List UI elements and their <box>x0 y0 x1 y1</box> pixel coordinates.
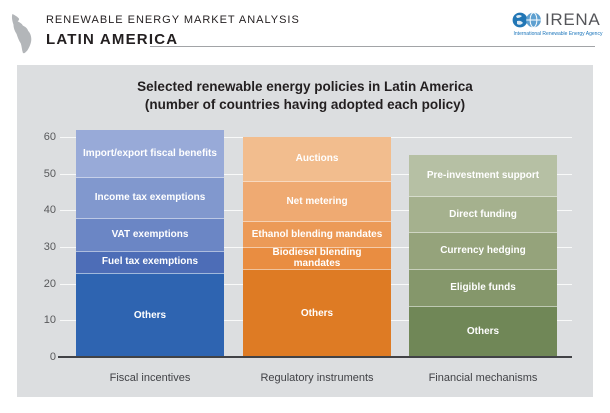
bar-segment: Direct funding <box>409 195 557 233</box>
y-tick-label: 10 <box>43 314 56 327</box>
x-category-label: Regulatory instruments <box>260 372 374 384</box>
bar-fiscal-incentives: Import/export fiscal benefits Income tax … <box>76 129 224 357</box>
irena-tagline: International Renewable Energy Agency <box>513 31 603 37</box>
bar-segment-label: Ethanol blending mandates <box>251 228 383 240</box>
bar-segment: Currency hedging <box>409 232 557 269</box>
y-tick-label: 30 <box>43 240 56 253</box>
y-tick-label: 40 <box>43 204 56 217</box>
chart-title: Selected renewable energy policies in La… <box>17 78 593 114</box>
report-region-title: LATIN AMERICA <box>46 31 179 48</box>
irena-wordmark: IRENA <box>545 10 601 29</box>
bar-segment: Fuel tax exemptions <box>76 250 224 273</box>
bar-segment: Auctions <box>243 136 391 181</box>
bar-segment: Ethanol blending mandates <box>243 221 391 247</box>
bar-segment-label: Income tax exemptions <box>94 192 206 204</box>
bar-segment-label: Direct funding <box>449 208 517 220</box>
bar-segment: Pre-investment support <box>409 155 557 196</box>
y-tick-label: 60 <box>43 130 56 143</box>
y-tick-label: 20 <box>43 277 56 290</box>
bar-segment-label: Currency hedging <box>440 245 526 257</box>
bar-segment-label: Auctions <box>295 153 339 165</box>
bar-segment-label: Others <box>133 309 167 321</box>
bar-segment-label: VAT exemptions <box>111 228 189 240</box>
bar-segment: Net metering <box>243 180 391 222</box>
bar-segment-label: Fuel tax exemptions <box>101 256 199 268</box>
bar-segment: Eligible funds <box>409 268 557 306</box>
y-tick-label: 0 <box>49 351 56 363</box>
bar-segment-label: Others <box>466 326 500 338</box>
header-divider <box>150 46 595 47</box>
y-tick-label: 50 <box>43 167 56 180</box>
bar-segment: Others <box>409 305 557 357</box>
bar-regulatory-instruments: Auctions Net metering Ethanol blending man… <box>243 136 391 357</box>
x-category-label: Fiscal incentives <box>109 372 191 384</box>
latin-america-map-icon <box>11 14 32 54</box>
bar-segment: VAT exemptions <box>76 217 224 251</box>
bar-segment: Biodiesel blending mandates <box>243 246 391 270</box>
bar-segment-label: Others <box>300 307 334 319</box>
bar-segment-label: Net metering <box>286 195 348 207</box>
chart-title-line2: (number of countries having adopted each… <box>144 97 466 113</box>
bar-segment: Income tax exemptions <box>76 177 224 218</box>
bar-segment: Others <box>76 272 224 357</box>
bar-financial-mechanisms: Pre-investment support Direct funding Curr… <box>409 155 557 357</box>
x-axis-line <box>58 356 572 358</box>
report-series-title: RENEWABLE ENERGY MARKET ANALYSIS <box>46 14 300 26</box>
bar-segment-label: Import/export fiscal benefits <box>83 147 217 159</box>
bar-segment: Import/export fiscal benefits <box>76 129 224 178</box>
bar-segment-label: Eligible funds <box>450 282 516 294</box>
bar-segment-label: Biodiesel blending mandates <box>272 246 362 270</box>
bar-segment-label: Pre-investment support <box>426 169 540 181</box>
irena-globes-icon <box>512 12 542 28</box>
chart-title-line1: Selected renewable energy policies in La… <box>137 79 473 94</box>
irena-logo: IRENA International Renewable Energy Age… <box>512 10 604 37</box>
x-category-label: Financial mechanisms <box>428 372 538 384</box>
bar-segment: Others <box>243 268 391 357</box>
